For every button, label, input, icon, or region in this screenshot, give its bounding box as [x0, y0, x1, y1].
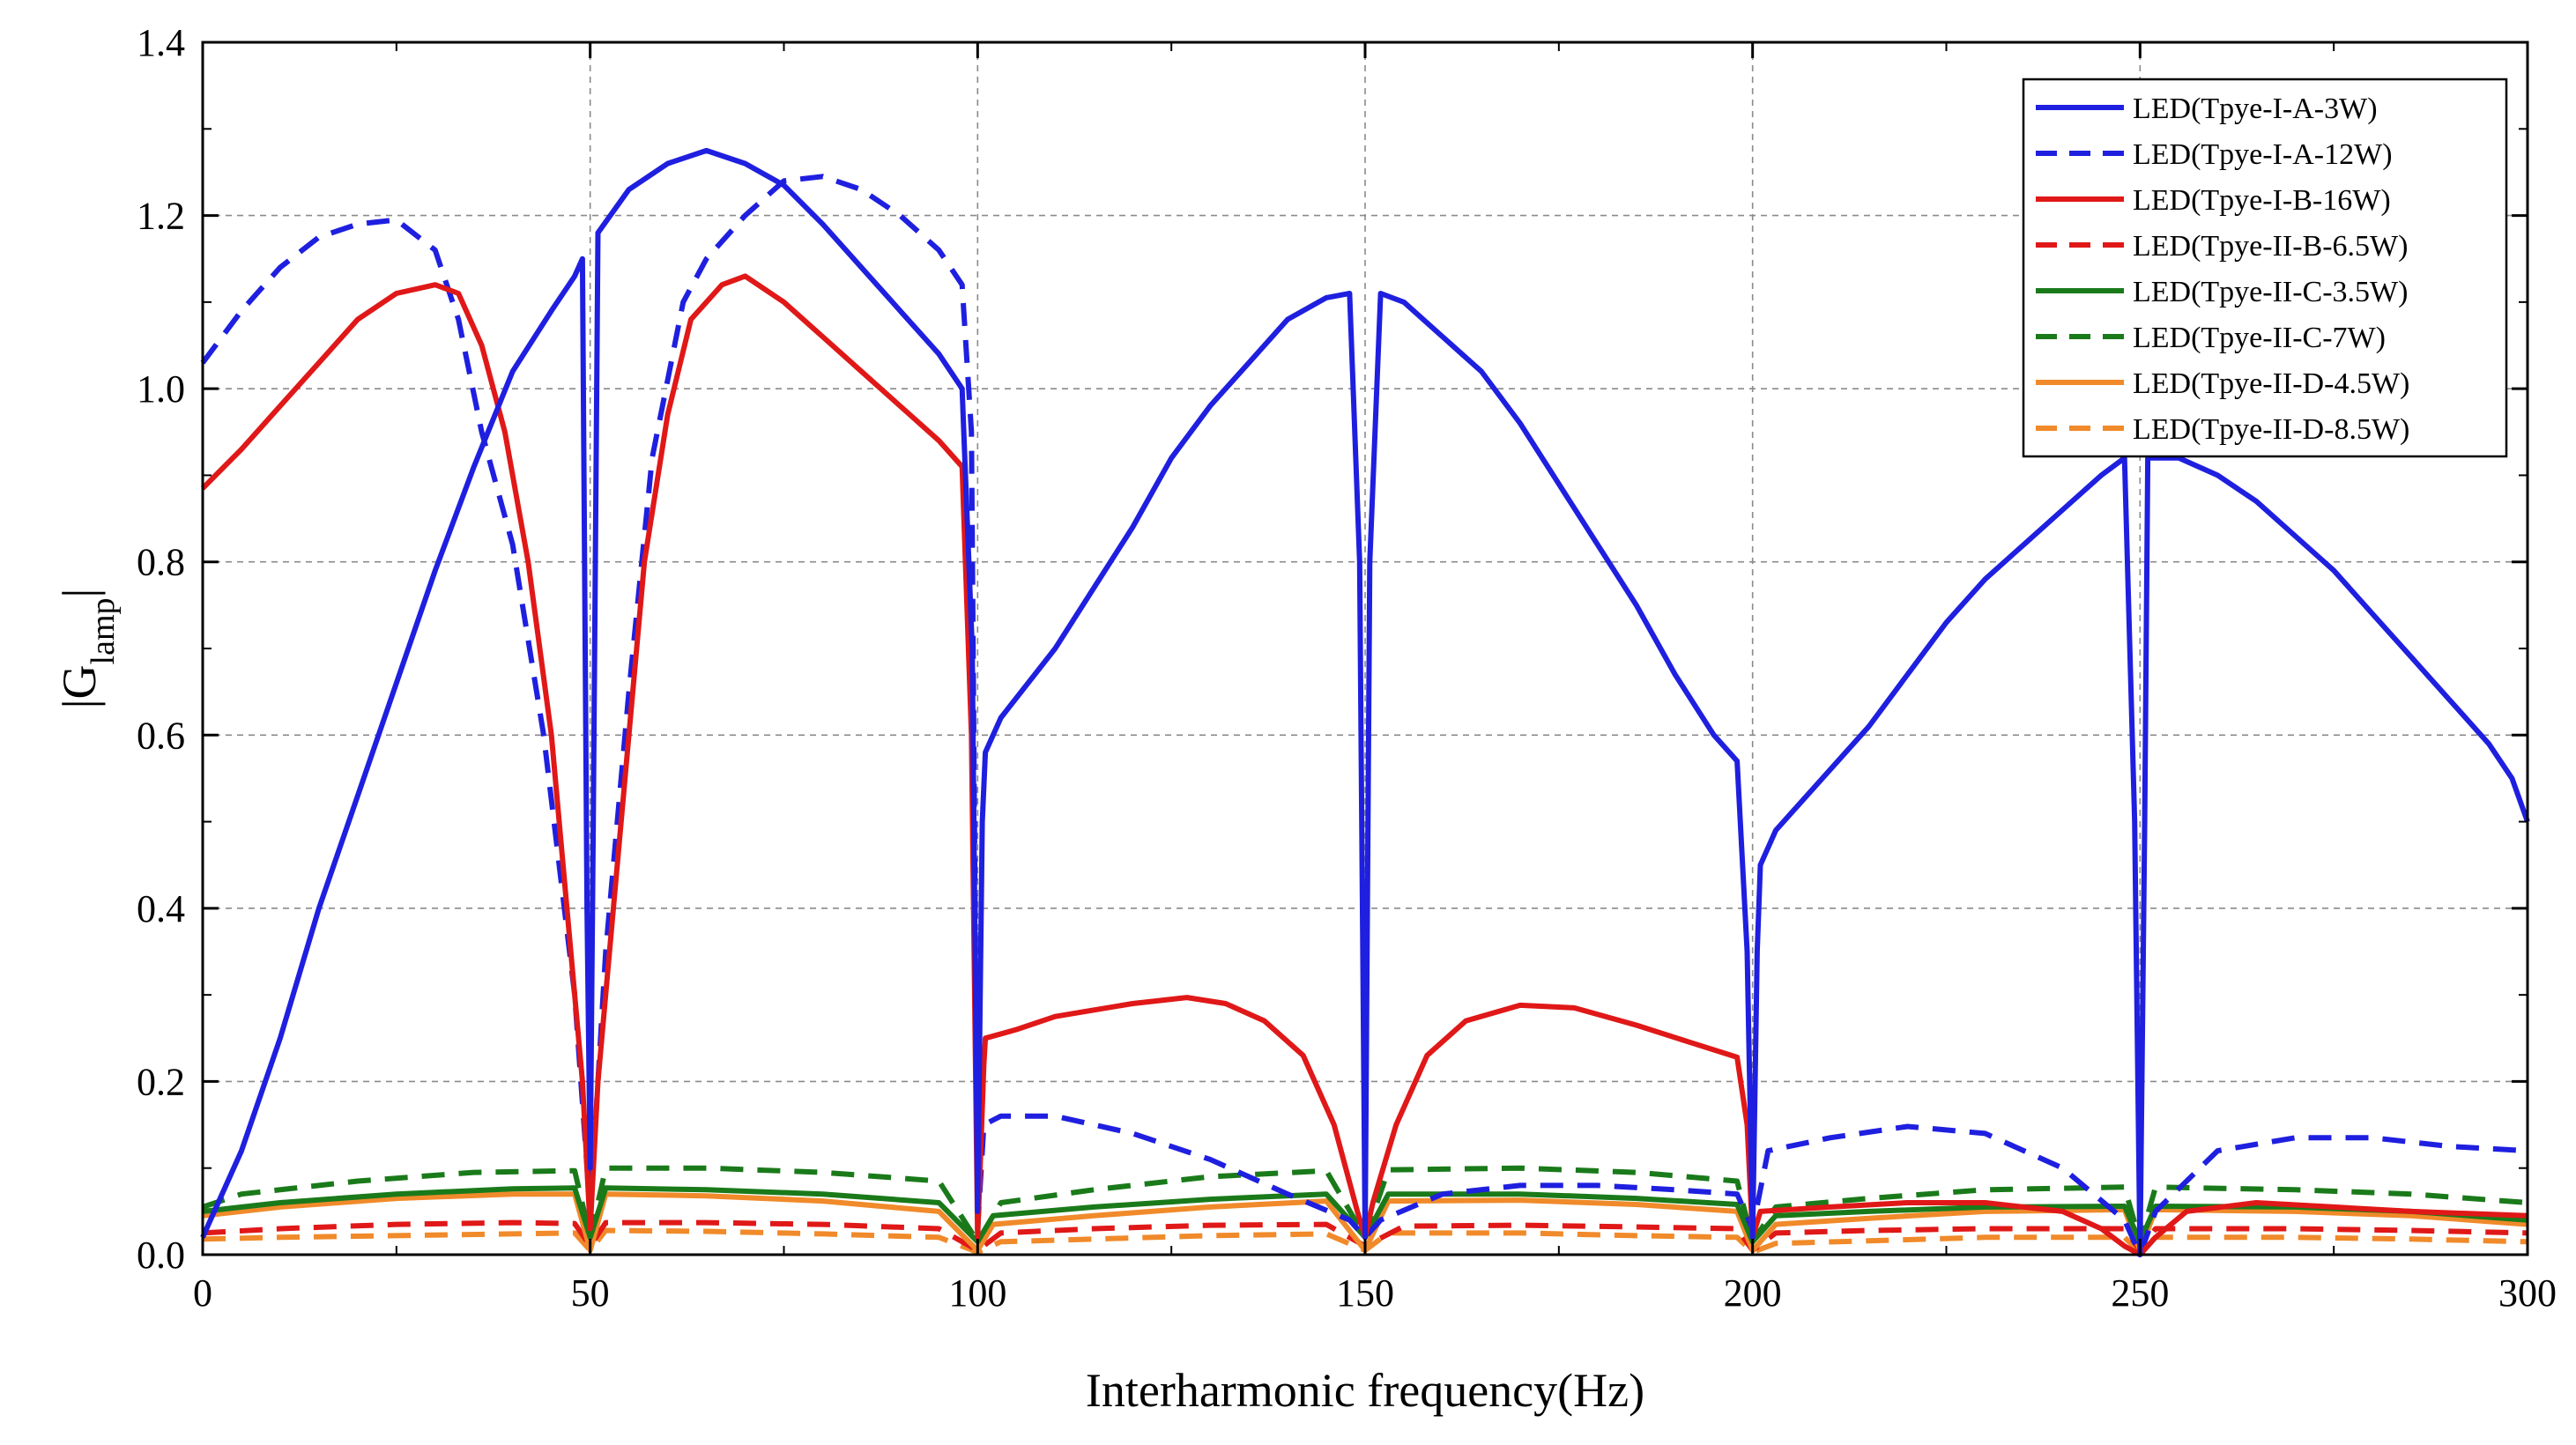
x-tick-label: 250	[2111, 1271, 2169, 1315]
series-layer	[200, 147, 2530, 1257]
y-tick-label: 0.2	[137, 1060, 185, 1103]
legend-label: LED(Tpye-I-A-12W)	[2133, 138, 2393, 171]
x-tick-label: 0	[193, 1271, 212, 1315]
y-tick-label: 0.6	[137, 714, 185, 757]
x-tick-label: 100	[948, 1271, 1006, 1315]
series-line-1	[200, 147, 2530, 1257]
y-axis-title-end: |	[53, 589, 106, 598]
legend-label: LED(Tpye-I-A-3W)	[2133, 93, 2378, 125]
x-tick-label: 300	[2498, 1271, 2557, 1315]
y-tick-label: 1.4	[137, 21, 185, 64]
y-axis-title: |Glamp|	[53, 589, 122, 709]
x-tick-label: 50	[571, 1271, 610, 1315]
y-tick-label: 0.0	[137, 1234, 185, 1277]
legend-label: LED(Tpye-I-B-16W)	[2133, 184, 2391, 217]
legend-label: LED(Tpye-II-C-7W)	[2133, 322, 2386, 354]
series-line-2	[200, 174, 2528, 1257]
x-tick-label: 200	[1724, 1271, 1782, 1315]
legend-box	[2022, 78, 2508, 458]
y-tick-label: 0.8	[137, 541, 185, 584]
tick-layer: 0 50 100 150 200 250 300 0.0 0.2 0.4 0.6 0.8 1.0 1.2 1…	[137, 21, 2557, 1315]
legend-label: LED(Tpye-II-D-8.5W)	[2133, 413, 2409, 446]
y-axis-title-sub: lamp	[85, 598, 122, 665]
series-line-3	[200, 273, 2528, 1257]
y-axis-title-main: |G	[53, 664, 106, 708]
legend-label: LED(Tpye-II-B-6.5W)	[2133, 230, 2408, 263]
y-tick-label: 0.4	[137, 887, 185, 930]
x-axis-title: Interharmonic frequency(Hz)	[1086, 1364, 1644, 1417]
y-tick-label: 1.2	[137, 195, 185, 238]
x-tick-label: 150	[1336, 1271, 1394, 1315]
legend-label: LED(Tpye-II-C-3.5W)	[2133, 276, 2408, 308]
legend: LED(Tpye-I-A-3W) LED(Tpye-I-A-12W) LED(Tpy…	[2022, 78, 2508, 458]
legend-label: LED(Tpye-II-D-4.5W)	[2133, 367, 2409, 400]
y-tick-label: 1.0	[137, 367, 185, 411]
